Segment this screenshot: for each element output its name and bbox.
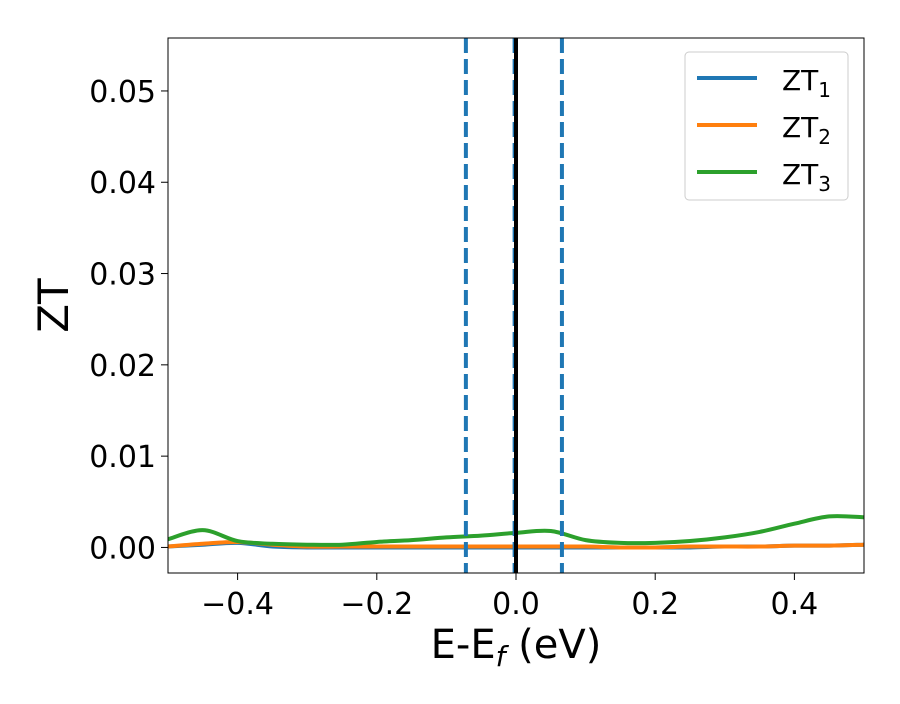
x-tick-label: 0.2 bbox=[631, 587, 679, 622]
x-tick-label: 0.0 bbox=[492, 587, 540, 622]
y-tick-label: 0.04 bbox=[89, 166, 156, 201]
x-axis-label-main: E-E bbox=[431, 622, 496, 668]
y-tick-label: 0.03 bbox=[89, 258, 156, 293]
y-tick-label: 0.02 bbox=[89, 349, 156, 384]
y-axis-label: ZT bbox=[29, 278, 78, 333]
axis-ticks: −0.4 −0.2 0.0 0.2 0.4 0.00 0.01 0.02 0.03 0.04 0.0… bbox=[89, 75, 818, 622]
x-tick-label: −0.2 bbox=[340, 587, 413, 622]
legend: ZT1 ZT2 ZT3 bbox=[684, 51, 849, 201]
y-tick-label: 0.00 bbox=[89, 531, 156, 566]
legend-entry-zt1: ZT1 bbox=[697, 64, 831, 102]
plot-area bbox=[168, 38, 864, 573]
x-tick-label: −0.4 bbox=[201, 587, 274, 622]
legend-label-zt2: ZT2 bbox=[782, 111, 831, 149]
y-tick-label: 0.01 bbox=[89, 440, 156, 475]
legend-label-zt1: ZT1 bbox=[782, 64, 831, 102]
y-tick-label: 0.05 bbox=[89, 75, 156, 110]
legend-entry-zt2: ZT2 bbox=[697, 111, 831, 149]
legend-entry-zt3: ZT3 bbox=[697, 158, 831, 196]
x-tick-label: 0.4 bbox=[771, 587, 819, 622]
x-axis-label-unit: (eV) bbox=[505, 622, 601, 668]
plot-frame bbox=[167, 37, 865, 574]
legend-label-zt3: ZT3 bbox=[782, 158, 831, 196]
x-axis-label: E-Ef (eV) bbox=[431, 622, 602, 673]
legend-box bbox=[684, 51, 849, 201]
